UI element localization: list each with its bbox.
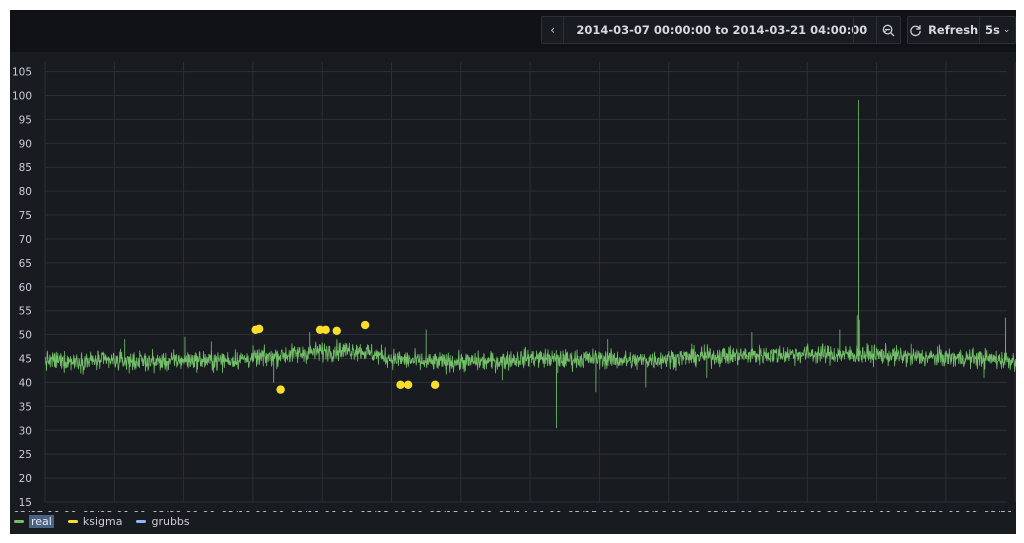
y-tick-label: 105 [12,67,32,79]
time-range-picker[interactable]: 2014-03-07 00:00:00 to 2014-03-21 04:00:… [563,17,889,43]
x-tick-label: 03/20 00:00 [914,510,978,512]
chevron-down-icon: ⌄ [1002,25,1011,35]
legend-item-ksigma[interactable]: ksigma [67,514,123,528]
legend-label-real: real [29,514,54,528]
time-picker-group: ‹ 2014-03-07 00:00:00 to 2014-03-21 04:0… [541,16,901,44]
y-tick-label: 85 [19,162,32,174]
x-tick-label: 03/14 00:00 [498,510,562,512]
zoom-out-icon [882,24,895,36]
x-tick-label: 03/11 00:00 [290,510,354,512]
refresh-icon [910,24,921,36]
legend-swatch-real [14,519,24,523]
y-tick-label: 95 [19,114,32,126]
time-series-chart: 15 20 25 30 35 40 45 50 55 60 65 70 75 80 85 90 95 100 105… [12,62,1016,512]
chevron-right-icon: › [862,23,868,37]
series-line-real [44,99,1016,429]
x-tick-label: 03/10 00:00 [221,510,285,512]
ksigma-point [430,380,440,390]
y-tick-label: 70 [19,234,32,246]
time-range-label: 2014-03-07 00:00:00 to 2014-03-21 04:00:… [576,23,868,37]
chart-panel: ‹ 2014-03-07 00:00:00 to 2014-03-21 04:0… [10,10,1016,534]
chevron-left-icon: ‹ [550,23,556,37]
y-tick-label: 35 [19,401,32,413]
y-tick-label: 80 [19,186,32,198]
ksigma-point [321,325,330,335]
time-shift-forward-button[interactable]: › [853,17,875,43]
ksigma-point [332,326,341,335]
ksigma-point [360,320,370,330]
x-tick-label: 03/18 00:00 [775,510,839,512]
x-tick-label: 03/21 00:00 [983,510,1016,512]
x-tick-label: 03/16 00:00 [637,510,701,512]
y-tick-label: 15 [19,497,32,509]
x-tick-label: 03/15 00:00 [567,510,631,512]
legend-swatch-grubbs [136,519,147,523]
legend-item-real[interactable]: real [14,514,54,528]
x-tick-label: 03/19 00:00 [845,510,909,512]
y-tick-label: 60 [19,282,32,294]
y-tick-label: 100 [12,90,32,102]
legend-item-grubbs[interactable]: grubbs [136,514,190,528]
x-tick-label: 03/09 00:00 [152,510,216,512]
y-tick-label: 45 [19,354,32,366]
x-tick-label: 03/07 00:00 [13,510,77,512]
y-axis-ticks: 15 20 25 30 35 40 45 50 55 60 65 70 75 80 85 90 95 100 105 [12,67,32,509]
zoom-out-button[interactable] [875,17,900,43]
refresh-button[interactable]: Refresh [908,17,979,43]
refresh-label: Refresh [928,23,979,37]
y-tick-label: 30 [19,425,32,437]
legend-label-grubbs: grubbs [151,514,190,528]
ksigma-point [403,380,413,390]
x-tick-label: 03/12 00:00 [360,510,424,512]
y-tick-label: 75 [19,210,32,222]
dashboard-toolbar: ‹ 2014-03-07 00:00:00 to 2014-03-21 04:0… [10,10,1016,52]
legend-swatch-ksigma [67,519,78,523]
chevron-down-icon: ⌄ [881,25,889,35]
y-tick-label: 50 [19,330,32,342]
legend-label-ksigma: ksigma [82,514,123,528]
ksigma-point [276,385,285,394]
y-tick-label: 65 [19,258,32,270]
x-tick-label: 03/08 00:00 [82,510,146,512]
ksigma-point [396,380,405,390]
x-tick-label: 03/17 00:00 [706,510,770,512]
grid [44,62,1016,503]
time-shift-back-button[interactable]: ‹ [542,17,563,43]
series-layer [44,99,1016,429]
ksigma-points-layer [251,320,440,394]
refresh-interval-dropdown[interactable]: 5s ⌄ [979,17,1015,43]
y-tick-label: 40 [19,377,32,389]
y-tick-label: 90 [19,138,32,150]
y-tick-label: 55 [19,306,32,318]
refresh-interval-label: 5s [984,23,1000,37]
chart-legend: real ksigma grubbs [14,513,190,529]
y-tick-label: 20 [19,473,32,485]
y-tick-label: 25 [19,449,32,461]
x-tick-label: 03/13 00:00 [429,510,493,512]
ksigma-point [254,324,264,334]
refresh-picker-group: Refresh 5s ⌄ [907,16,1016,44]
x-axis-ticks: 03/07 00:00 03/08 00:00 03/09 00:00 03/10 0… [13,510,1016,512]
